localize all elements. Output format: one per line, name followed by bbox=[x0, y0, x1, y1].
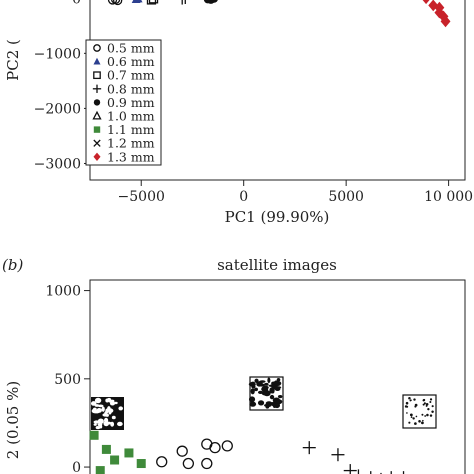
panel-b: (b) satellite images 1000 500 0 2 (0.05 %) bbox=[2, 256, 466, 474]
x-tick-label: 5000 bbox=[328, 189, 364, 205]
panel-b-label: (b) bbox=[2, 256, 23, 274]
data-point bbox=[343, 464, 357, 474]
data-point bbox=[210, 0, 218, 3]
data-point bbox=[428, 0, 439, 12]
data-point bbox=[110, 455, 120, 465]
y-tick-label: 0 bbox=[72, 0, 81, 7]
panel-b-y-ticks: 1000 500 0 bbox=[45, 284, 90, 474]
data-point bbox=[148, 0, 159, 4]
data-point bbox=[107, 0, 118, 5]
x-tick-label: −5000 bbox=[118, 189, 165, 205]
panel-b-title: satellite images bbox=[217, 256, 337, 274]
data-point bbox=[209, 441, 221, 454]
legend-entry: 0.6 mm bbox=[107, 54, 155, 69]
data-point bbox=[136, 459, 146, 469]
panel-b-marks bbox=[89, 430, 405, 474]
data-point bbox=[177, 0, 188, 5]
data-point bbox=[434, 1, 445, 14]
legend-marker bbox=[93, 57, 101, 65]
data-point bbox=[370, 471, 372, 474]
data-point bbox=[133, 0, 143, 3]
texture-thumbnail-sparse-dots bbox=[402, 394, 437, 429]
legend-entry: 0.9 mm bbox=[107, 95, 155, 110]
legend-marker bbox=[93, 99, 101, 106]
y-tick-label: −3000 bbox=[34, 156, 81, 172]
legend-entry: 1.3 mm bbox=[107, 149, 155, 164]
legend-marker bbox=[93, 44, 101, 52]
data-point bbox=[124, 448, 134, 458]
legend-items: 0.5 mm0.6 mm0.7 mm0.8 mm0.9 mm1.0 mm1.1 … bbox=[92, 41, 155, 164]
panel-a-x-axis-label: PC1 (99.90%) bbox=[225, 208, 330, 226]
data-point bbox=[390, 471, 392, 474]
legend-marker bbox=[92, 84, 102, 93]
texture-thumbnail-dense-blobs bbox=[90, 397, 124, 430]
panel-a-legend: 0.5 mm0.6 mm0.7 mm0.8 mm0.9 mm1.0 mm1.1 … bbox=[85, 39, 162, 166]
data-point bbox=[95, 466, 105, 474]
y-tick-label: −2000 bbox=[34, 101, 81, 117]
legend-marker bbox=[93, 71, 101, 80]
legend-entry: 0.8 mm bbox=[107, 81, 155, 96]
data-point bbox=[156, 456, 168, 468]
legend-entry: 0.5 mm bbox=[107, 41, 155, 56]
data-point bbox=[221, 440, 233, 452]
data-point bbox=[182, 457, 195, 470]
panel-b-y-axis-label: 2 (0.05 %) bbox=[4, 381, 22, 459]
legend-marker bbox=[93, 152, 101, 161]
panel-a-marks bbox=[107, 0, 451, 28]
legend-marker bbox=[92, 110, 102, 120]
y-tick-label: 1000 bbox=[45, 284, 81, 300]
data-point bbox=[89, 430, 99, 440]
y-tick-label: 0 bbox=[72, 460, 81, 474]
y-tick-label: 500 bbox=[54, 372, 81, 388]
legend-entry: 0.7 mm bbox=[107, 68, 155, 83]
legend-entry: 1.2 mm bbox=[107, 136, 155, 151]
data-point bbox=[331, 448, 345, 462]
data-point bbox=[201, 457, 213, 470]
data-point bbox=[113, 0, 123, 6]
y-tick-label: −1000 bbox=[34, 46, 81, 62]
data-point bbox=[402, 471, 405, 474]
x-tick-label: 0 bbox=[239, 189, 248, 205]
data-point bbox=[176, 445, 188, 457]
data-point bbox=[302, 441, 316, 455]
data-point bbox=[146, 0, 157, 5]
data-point bbox=[184, 0, 186, 5]
panel-a-y-axis-label: PC2 ( bbox=[4, 39, 22, 81]
texture-thumbnail-mottled bbox=[248, 376, 284, 411]
legend-entry: 1.0 mm bbox=[107, 109, 155, 124]
legend-marker bbox=[93, 126, 101, 133]
panel-a-y-ticks: 0 −1000 −2000 −3000 bbox=[34, 0, 90, 172]
panel-a-x-ticks: −5000 0 5000 10 000 bbox=[118, 180, 473, 205]
data-point bbox=[101, 444, 111, 454]
panel-b-plot-frame bbox=[89, 279, 466, 474]
x-tick-label: 10 000 bbox=[424, 189, 473, 205]
data-point bbox=[422, 0, 430, 5]
legend-marker bbox=[93, 139, 101, 147]
data-point bbox=[357, 469, 360, 474]
legend-entry: 1.1 mm bbox=[107, 122, 155, 137]
data-point bbox=[440, 15, 451, 28]
